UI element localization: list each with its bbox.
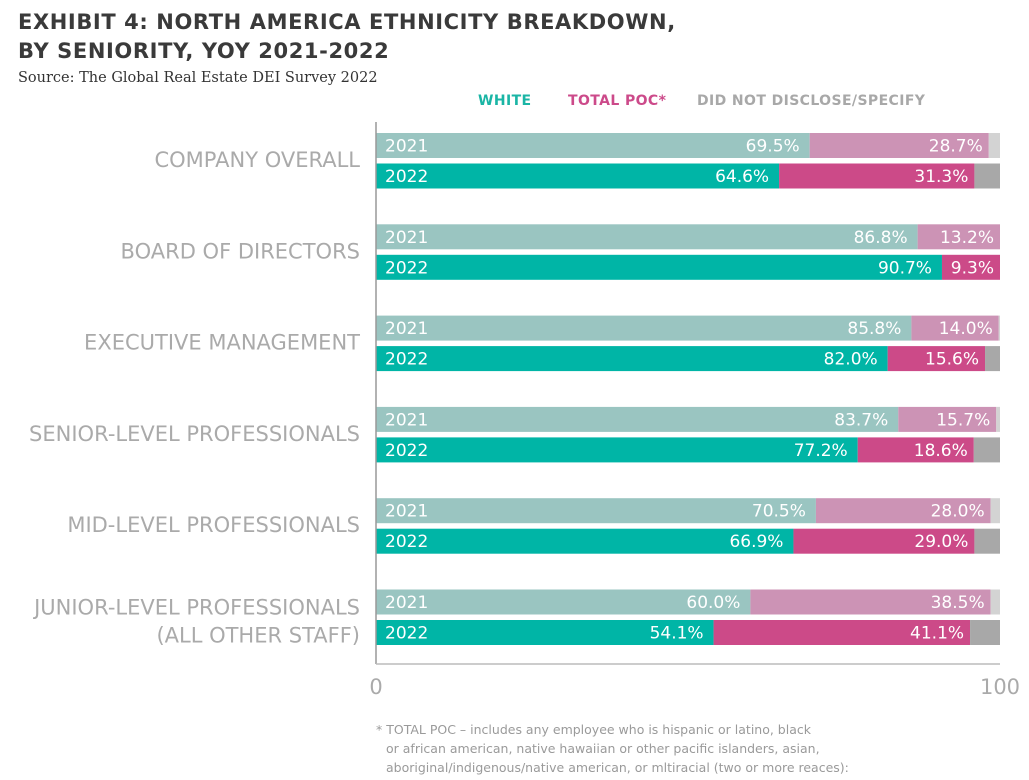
- bar-poc-2021: [917, 224, 1000, 250]
- value-label-poc-2022: 18.6%: [914, 441, 968, 461]
- bar-not-disclosed-2021: [998, 315, 1000, 341]
- bar-white-2022: [376, 346, 888, 372]
- legend-item-total-poc: TOTAL POC*: [568, 93, 667, 109]
- footnote-line-1: * TOTAL POC – includes any employee who …: [376, 722, 811, 737]
- category-label: SENIOR-LEVEL PROFESSIONALS: [29, 422, 360, 446]
- category-label: COMPANY OVERALL: [154, 148, 360, 172]
- year-label-2021: 2021: [385, 502, 428, 522]
- year-label-2022: 2022: [385, 350, 428, 370]
- bar-poc-2022: [779, 163, 975, 189]
- bar-white-2021: [376, 406, 899, 432]
- value-label-white-2021: 70.5%: [752, 502, 806, 522]
- value-label-poc-2022: 29.0%: [914, 532, 968, 552]
- bar-poc-2022: [857, 437, 974, 463]
- value-label-white-2021: 85.8%: [847, 319, 901, 339]
- value-label-poc-2022: 31.3%: [914, 167, 968, 187]
- bar-not-disclosed-2022: [974, 528, 1000, 554]
- value-label-poc-2021: 28.0%: [931, 502, 985, 522]
- year-label-2022: 2022: [385, 532, 428, 552]
- value-label-white-2021: 69.5%: [746, 137, 800, 157]
- bar-poc-2021: [815, 498, 991, 524]
- bar-poc-2022: [941, 254, 1000, 280]
- bar-poc-2021: [911, 315, 999, 341]
- bar-poc-2021: [750, 589, 991, 615]
- bar-white-2021: [376, 224, 918, 250]
- year-label-2021: 2021: [385, 137, 428, 157]
- bar-not-disclosed-2021: [988, 133, 1000, 158]
- value-label-white-2021: 86.8%: [854, 228, 908, 248]
- value-label-white-2022: 77.2%: [794, 441, 848, 461]
- value-label-poc-2021: 14.0%: [939, 319, 993, 339]
- value-label-poc-2021: 38.5%: [931, 593, 985, 613]
- value-label-poc-2021: 15.7%: [936, 410, 990, 430]
- bar-white-2021: [376, 315, 912, 341]
- year-label-2022: 2022: [385, 441, 428, 461]
- bar-white-2021: [376, 133, 810, 158]
- footnote-line-3: aboriginal/indigenous/native american, o…: [386, 760, 849, 775]
- year-label-2022: 2022: [385, 258, 428, 278]
- chart-title: EXHIBIT 4: NORTH AMERICA ETHNICITY BREAK…: [18, 8, 676, 66]
- x-tick-label-100: 100: [980, 675, 1020, 699]
- legend-item-did-not-disclose: DID NOT DISCLOSE/SPECIFY: [697, 93, 926, 109]
- value-label-white-2022: 90.7%: [878, 258, 932, 278]
- year-label-2021: 2021: [385, 593, 428, 613]
- value-label-white-2022: 82.0%: [824, 350, 878, 370]
- category-label-line-1: JUNIOR-LEVEL PROFESSIONALS: [32, 596, 360, 620]
- bar-white-2021: [376, 498, 816, 524]
- chart-legend: WHITE TOTAL POC* DID NOT DISCLOSE/SPECIF…: [0, 93, 1029, 113]
- year-label-2022: 2022: [385, 624, 428, 644]
- year-label-2021: 2021: [385, 228, 428, 248]
- year-label-2021: 2021: [385, 319, 428, 339]
- bar-white-2022: [376, 254, 942, 280]
- bar-not-disclosed-2021: [990, 589, 1000, 615]
- bar-white-2021: [376, 589, 751, 615]
- year-label-2021: 2021: [385, 410, 428, 430]
- bar-white-2022: [376, 528, 794, 554]
- bar-poc-2022: [793, 528, 975, 554]
- value-label-white-2021: 60.0%: [686, 593, 740, 613]
- value-label-white-2022: 66.9%: [729, 532, 783, 552]
- value-label-poc-2021: 28.7%: [929, 137, 983, 157]
- bar-not-disclosed-2022: [970, 620, 1000, 645]
- bar-not-disclosed-2022: [985, 346, 1000, 372]
- value-label-poc-2022: 41.1%: [910, 624, 964, 644]
- bar-white-2022: [376, 620, 714, 645]
- category-label-line-2: (ALL OTHER STAFF): [156, 624, 360, 648]
- category-label: MID-LEVEL PROFESSIONALS: [67, 513, 360, 537]
- bar-white-2022: [376, 437, 858, 463]
- value-label-white-2022: 64.6%: [715, 167, 769, 187]
- value-label-poc-2022: 9.3%: [951, 258, 994, 278]
- bar-not-disclosed-2022: [974, 163, 1000, 189]
- bar-not-disclosed-2022: [973, 437, 1000, 463]
- value-label-poc-2022: 15.6%: [925, 350, 979, 370]
- footnote: * TOTAL POC – includes any employee who …: [376, 720, 849, 777]
- bar-poc-2021: [898, 406, 997, 432]
- chart-title-line-2: BY SENIORITY, YOY 2021-2022: [18, 39, 390, 63]
- bar-poc-2022: [887, 346, 986, 372]
- bar-not-disclosed-2021: [996, 406, 1000, 432]
- bar-poc-2022: [713, 620, 971, 645]
- chart-source: Source: The Global Real Estate DEI Surve…: [18, 70, 378, 86]
- value-label-poc-2021: 13.2%: [940, 228, 994, 248]
- bar-not-disclosed-2021: [990, 498, 1000, 524]
- category-label: EXECUTIVE MANAGEMENT: [84, 331, 360, 355]
- value-label-white-2022: 54.1%: [650, 624, 704, 644]
- value-label-white-2021: 83.7%: [834, 410, 888, 430]
- legend-item-white: WHITE: [478, 93, 532, 109]
- bar-white-2022: [376, 163, 780, 189]
- category-label: BOARD OF DIRECTORS: [121, 239, 360, 263]
- year-label-2022: 2022: [385, 167, 428, 187]
- footnote-line-2: or african american, native hawaiian or …: [386, 741, 820, 756]
- bar-poc-2021: [809, 133, 989, 158]
- chart-title-line-1: EXHIBIT 4: NORTH AMERICA ETHNICITY BREAK…: [18, 10, 676, 34]
- x-tick-label-0: 0: [369, 675, 382, 699]
